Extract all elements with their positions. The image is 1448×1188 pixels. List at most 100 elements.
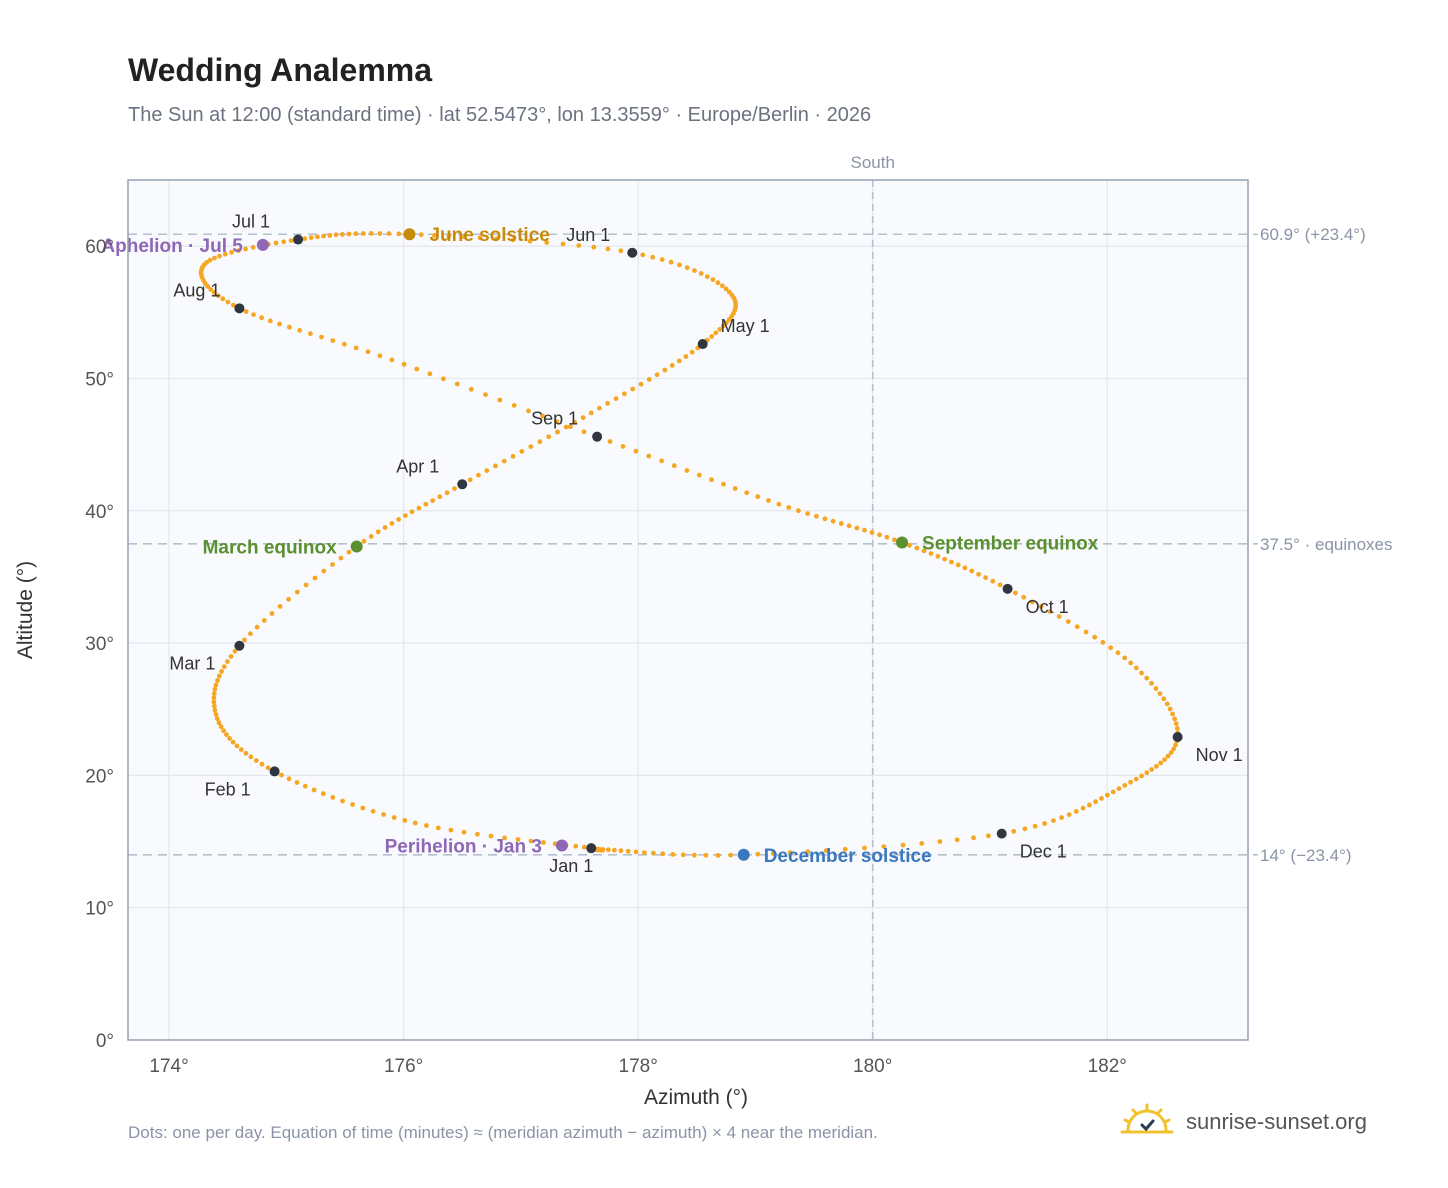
daily-sun-dot <box>281 239 287 245</box>
daily-sun-dot <box>605 401 610 406</box>
daily-sun-dot <box>541 840 546 845</box>
daily-sun-dot <box>830 518 836 524</box>
daily-sun-dot <box>1073 809 1079 814</box>
daily-sun-dot <box>646 377 652 382</box>
daily-sun-dot <box>220 296 226 302</box>
daily-sun-dot <box>1154 763 1159 769</box>
daily-sun-dot <box>1032 823 1038 829</box>
daily-sun-dot <box>308 235 314 241</box>
month-marker-label: Jul 1 <box>232 212 270 232</box>
daily-sun-dot <box>563 424 569 430</box>
daily-sun-dot <box>715 853 721 858</box>
y-tick-label: 30° <box>85 634 114 655</box>
daily-sun-dot <box>330 562 335 567</box>
y-tick-label: 60° <box>85 237 114 258</box>
daily-sun-dot <box>297 328 303 333</box>
brand[interactable]: sunrise-sunset.org <box>1120 1102 1367 1141</box>
daily-sun-dot <box>613 396 619 401</box>
daily-sun-dot <box>986 833 991 839</box>
y-tick-label: 40° <box>85 502 114 523</box>
event-marker-label: Aphelion · Jul 5 <box>101 236 243 257</box>
daily-sun-dot <box>346 549 352 555</box>
event-marker-label: March equinox <box>203 537 338 558</box>
daily-sun-dot <box>1021 594 1027 600</box>
daily-sun-dot <box>1139 670 1144 676</box>
daily-sun-dot <box>528 838 534 844</box>
daily-sun-dot <box>441 376 446 382</box>
month-marker-label: Jan 1 <box>549 856 593 876</box>
daily-sun-dot <box>340 798 345 804</box>
daily-sun-dot <box>1092 634 1098 640</box>
daily-sun-dot <box>243 750 249 756</box>
daily-sun-dot <box>689 349 695 355</box>
daily-sun-dot <box>990 578 996 584</box>
page-title: Wedding Analemma <box>128 52 433 88</box>
daily-sun-dot <box>477 235 483 241</box>
daily-sun-dot <box>250 244 256 250</box>
daily-sun-dot <box>461 234 467 240</box>
daily-sun-dot <box>1122 655 1128 661</box>
daily-sun-dot <box>360 805 366 811</box>
daily-sun-dot <box>787 850 793 855</box>
event-marker-dot <box>350 540 363 553</box>
daily-sun-dot <box>243 246 249 252</box>
daily-sun-dot <box>568 424 573 430</box>
event-marker-label: December solstice <box>764 846 932 867</box>
daily-sun-dot <box>286 596 291 602</box>
sun-logo-icon <box>1120 1102 1174 1141</box>
daily-sun-dot <box>1174 725 1180 731</box>
daily-sun-dot <box>475 831 480 837</box>
daily-sun-dot <box>427 371 433 377</box>
daily-sun-dot <box>633 448 639 454</box>
daily-sun-dot <box>1171 746 1176 752</box>
daily-sun-dot <box>1133 776 1139 782</box>
daily-sun-dot <box>1173 721 1179 726</box>
daily-sun-dot <box>1066 812 1072 817</box>
month-marker-dot <box>293 234 304 245</box>
daily-sun-dot <box>1100 640 1106 645</box>
daily-sun-dot <box>225 659 230 664</box>
y-tick-label: 20° <box>85 766 114 787</box>
daily-sun-dot <box>205 284 211 289</box>
daily-sun-dot <box>213 712 219 717</box>
daily-sun-dot <box>729 292 735 298</box>
daily-sun-dot <box>720 323 726 329</box>
daily-sun-dot <box>483 392 488 397</box>
daily-sun-dot <box>302 236 308 242</box>
y-tick-label: 10° <box>85 899 114 920</box>
daily-sun-dot <box>319 334 324 340</box>
daily-sun-dot <box>213 682 219 688</box>
daily-sun-dot <box>877 532 882 538</box>
daily-sun-dot <box>954 837 960 843</box>
daily-sun-dot <box>696 472 702 478</box>
daily-sun-dot <box>430 498 436 503</box>
brand-name[interactable]: sunrise-sunset.org <box>1186 1108 1367 1134</box>
daily-sun-dot <box>227 736 233 741</box>
daily-sun-dot <box>721 481 726 487</box>
daily-sun-dot <box>254 624 260 630</box>
daily-sun-dot <box>588 410 594 416</box>
daily-sun-dot <box>468 386 474 392</box>
daily-sun-dot <box>862 527 867 533</box>
daily-sun-dot <box>424 823 429 828</box>
month-marker-label: Feb 1 <box>205 779 251 799</box>
daily-sun-dot <box>573 843 579 849</box>
daily-sun-dot <box>814 513 819 519</box>
daily-sun-dot <box>303 582 309 588</box>
daily-sun-dot <box>353 231 359 237</box>
daily-sun-dot <box>755 851 761 857</box>
daily-sun-dot <box>726 289 732 295</box>
daily-sun-dot <box>361 231 366 236</box>
daily-sun-dot <box>234 743 240 749</box>
daily-sun-dot <box>942 556 948 562</box>
daily-sun-dot <box>511 403 517 408</box>
daily-sun-dot <box>713 330 719 336</box>
daily-sun-dot <box>581 844 587 850</box>
month-marker-dot <box>1002 583 1013 594</box>
daily-sun-dot <box>650 850 656 856</box>
daily-sun-dot <box>668 259 674 265</box>
daily-sun-dot <box>222 251 228 257</box>
daily-sun-dot <box>776 501 782 507</box>
daily-sun-dot <box>935 553 941 559</box>
daily-sun-dot <box>454 381 460 387</box>
